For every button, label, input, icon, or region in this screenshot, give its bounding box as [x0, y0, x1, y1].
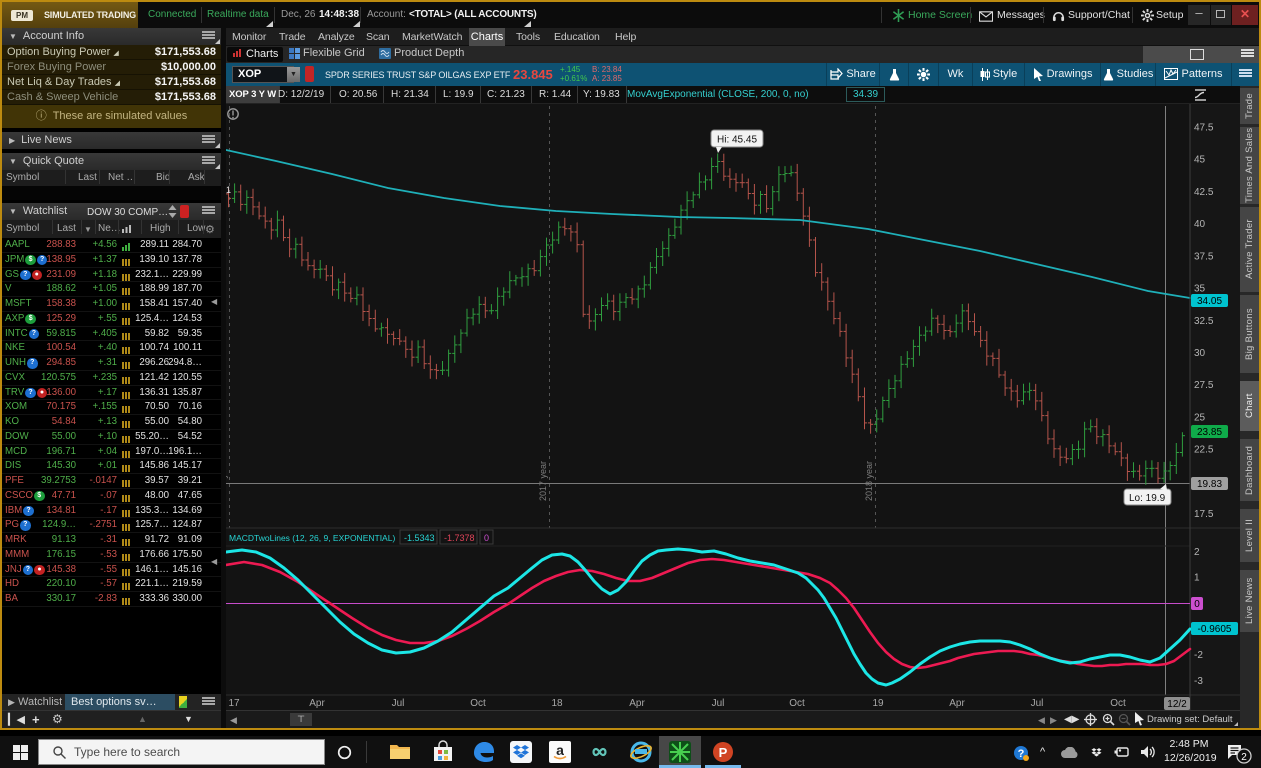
svg-text:Oct: Oct	[1110, 698, 1126, 709]
svg-text:Oct: Oct	[470, 698, 486, 709]
svg-text:27.5: 27.5	[1194, 380, 1214, 391]
svg-text:Apr: Apr	[309, 698, 325, 709]
svg-text:23.85: 23.85	[1197, 427, 1222, 438]
svg-text:25: 25	[1194, 412, 1206, 423]
svg-text:?: ?	[1018, 748, 1025, 760]
svg-text:a: a	[556, 742, 564, 758]
svg-text:35: 35	[1194, 284, 1206, 295]
svg-text:Apr: Apr	[629, 698, 645, 709]
svg-text:42.5: 42.5	[1194, 187, 1214, 198]
svg-text:45: 45	[1194, 155, 1206, 166]
svg-text:Oct: Oct	[789, 698, 805, 709]
svg-text:12/2: 12/2	[1167, 699, 1187, 710]
svg-text:32.5: 32.5	[1194, 316, 1214, 327]
svg-text:P: P	[719, 745, 728, 760]
svg-text:-1.7378: -1.7378	[444, 533, 475, 543]
svg-text:1: 1	[1194, 573, 1200, 584]
svg-text:Apr: Apr	[949, 698, 965, 709]
svg-text:2: 2	[1241, 752, 1247, 763]
svg-text:19.83: 19.83	[1197, 479, 1222, 490]
svg-text:-0.9605: -0.9605	[1198, 624, 1232, 635]
svg-text:2016 year: 2016 year	[226, 461, 228, 501]
svg-text:2017 year: 2017 year	[538, 461, 548, 501]
svg-text:Hi: 45.45: Hi: 45.45	[717, 135, 757, 146]
svg-text:37.5: 37.5	[1194, 251, 1214, 262]
svg-text:17: 17	[228, 698, 240, 709]
svg-text:Jul: Jul	[392, 698, 405, 709]
svg-text:19: 19	[872, 698, 884, 709]
svg-text:0: 0	[484, 533, 489, 543]
svg-text:Lo: 19.9: Lo: 19.9	[1129, 493, 1166, 504]
svg-text:34.05: 34.05	[1197, 296, 1222, 307]
svg-text:1: 1	[226, 185, 231, 195]
svg-text:30: 30	[1194, 348, 1206, 359]
svg-text:22.5: 22.5	[1194, 445, 1214, 456]
svg-text:MACDTwoLines (12, 26, 9, EXPON: MACDTwoLines (12, 26, 9, EXPONENTIAL)	[229, 533, 395, 543]
svg-text:-2: -2	[1194, 650, 1203, 661]
svg-text:47.5: 47.5	[1194, 123, 1214, 134]
svg-text:18: 18	[551, 698, 563, 709]
svg-text:0: 0	[1194, 599, 1200, 610]
svg-text:2018 year: 2018 year	[864, 461, 874, 501]
svg-text:-3: -3	[1194, 676, 1203, 687]
svg-text:Jul: Jul	[712, 698, 725, 709]
svg-text:40: 40	[1194, 219, 1206, 230]
svg-text:17.5: 17.5	[1194, 509, 1214, 520]
svg-text:2: 2	[1194, 547, 1200, 558]
svg-text:-1.5343: -1.5343	[404, 533, 435, 543]
svg-text:Jul: Jul	[1031, 698, 1044, 709]
